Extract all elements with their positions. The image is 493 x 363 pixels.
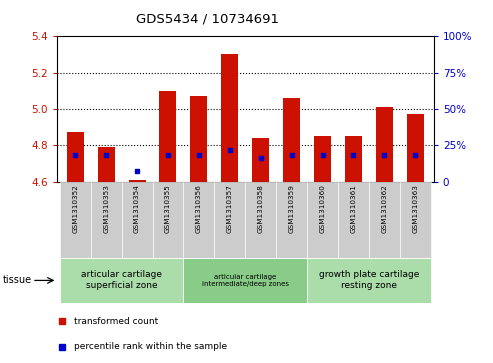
Text: GDS5434 / 10734691: GDS5434 / 10734691 [136,13,279,26]
Bar [129,180,145,182]
Bar [369,182,400,258]
Text: GSM1310362: GSM1310362 [382,184,387,233]
Bar [190,96,208,182]
Bar [60,258,183,303]
Text: GSM1310357: GSM1310357 [227,184,233,233]
Bar [283,98,300,182]
Text: GSM1310358: GSM1310358 [258,184,264,233]
Bar [338,182,369,258]
Text: GSM1310355: GSM1310355 [165,184,171,233]
Text: GSM1310353: GSM1310353 [103,184,109,233]
Bar [214,182,245,258]
Text: GSM1310360: GSM1310360 [319,184,325,233]
Bar [67,132,84,182]
Bar [245,182,276,258]
Bar [307,258,431,303]
Bar [345,136,362,182]
Text: transformed count: transformed count [73,317,158,326]
Bar [400,182,431,258]
Bar [159,91,176,182]
Bar [376,107,393,182]
Bar [252,138,269,182]
Bar [183,258,307,303]
Text: GSM1310356: GSM1310356 [196,184,202,233]
Bar [407,114,424,182]
Text: articular cartilage
superficial zone: articular cartilage superficial zone [81,270,162,290]
Text: GSM1310359: GSM1310359 [288,184,295,233]
Bar [98,147,115,182]
Text: GSM1310363: GSM1310363 [412,184,418,233]
Text: tissue: tissue [2,276,32,285]
Bar [122,182,152,258]
Text: growth plate cartilage
resting zone: growth plate cartilage resting zone [319,270,419,290]
Bar [91,182,122,258]
Bar [307,182,338,258]
Bar [276,182,307,258]
Bar [183,182,214,258]
Text: percentile rank within the sample: percentile rank within the sample [73,342,227,351]
Bar [221,54,238,182]
Text: articular cartilage
intermediate/deep zones: articular cartilage intermediate/deep zo… [202,274,289,287]
Text: GSM1310361: GSM1310361 [351,184,356,233]
Bar [314,136,331,182]
Text: GSM1310354: GSM1310354 [134,184,140,233]
Bar [152,182,183,258]
Text: GSM1310352: GSM1310352 [72,184,78,233]
Bar [60,182,91,258]
